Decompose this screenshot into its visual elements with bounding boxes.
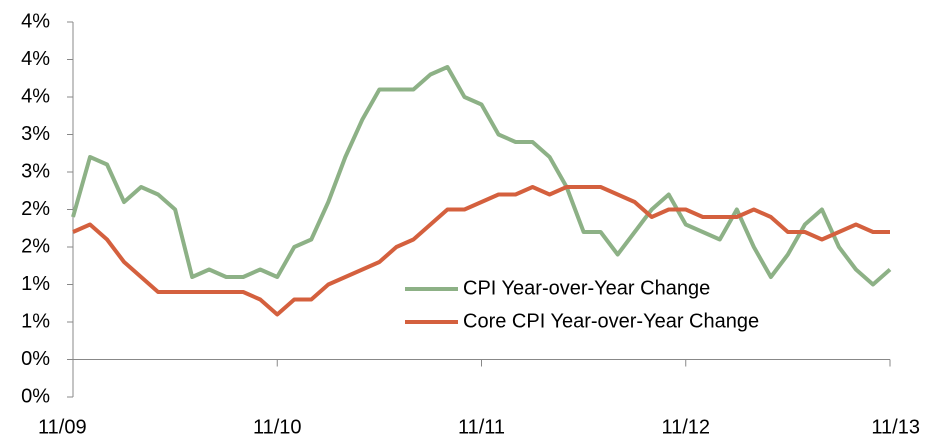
y-tick-label: 1% (21, 310, 50, 332)
series-line (72, 185, 890, 317)
y-tick-label: 2% (21, 235, 50, 257)
y-tick-label: 0% (21, 385, 50, 407)
y-tick-label: 3% (21, 123, 50, 145)
y-tick-label: 4% (21, 48, 50, 70)
y-tick-label: 2% (21, 198, 50, 220)
x-tick-label: 11/12 (661, 416, 710, 438)
legend-label: Core CPI Year-over-Year Change (463, 310, 759, 332)
y-tick-label: 3% (21, 160, 50, 182)
x-tick-label: 11/09 (38, 416, 87, 438)
x-tick-label: 11/13 (871, 416, 920, 438)
x-tick-label: 11/10 (253, 416, 302, 438)
y-tick-label: 1% (21, 273, 50, 295)
y-tick-label: 0% (21, 348, 50, 370)
y-tick-label: 4% (21, 85, 50, 107)
x-tick-label: 11/11 (458, 416, 505, 438)
legend-label: CPI Year-over-Year Change (463, 277, 710, 299)
y-tick-label: 4% (21, 10, 50, 32)
series-line (71, 65, 892, 287)
